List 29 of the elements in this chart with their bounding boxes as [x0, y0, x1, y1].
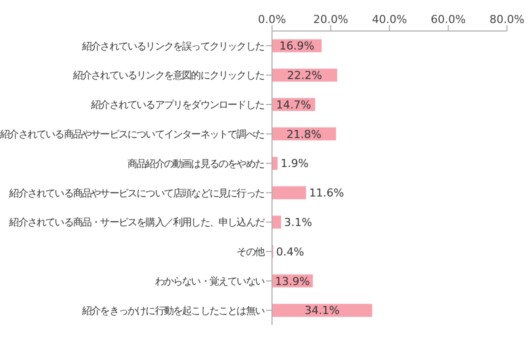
data-label: 0.4%	[276, 245, 304, 258]
y-tick-label: 紹介されている商品・サービスを購入／利用した、申し込んだ	[8, 216, 265, 229]
y-tick-label: 紹介されている商品やサービスについてインターネットで調べた	[0, 128, 265, 140]
bar	[272, 216, 282, 229]
bar	[272, 186, 306, 200]
y-tick-label: 商品紹介の動画は見るのをやめた	[127, 158, 265, 170]
y-tick-label: 紹介をきっかけに行動を起こしたことは無い	[80, 304, 265, 317]
data-label: 34.1%	[304, 304, 340, 318]
x-tick-label: 40.0%	[372, 13, 407, 26]
data-label: 14.7%	[276, 98, 312, 112]
data-label: 11.6%	[309, 186, 344, 200]
bar	[272, 304, 372, 317]
y-tick-label: 紹介されているリンクを誤ってクリックした	[80, 40, 265, 52]
data-label: 1.9%	[280, 157, 309, 170]
x-tick-label: 60.0%	[430, 13, 466, 26]
data-label: 22.2%	[287, 68, 322, 82]
x-tick-label: 0.0%	[258, 13, 286, 26]
y-tick-label: その他	[236, 246, 265, 258]
y-tick-label: 紹介されているアプリをダウンロードした	[90, 99, 265, 112]
data-label: 16.9%	[279, 40, 314, 53]
y-tick-label: 紹介されているリンクを意図的にクリックした	[72, 70, 265, 82]
bar	[272, 156, 278, 170]
x-tick-label: 80.0%	[490, 13, 524, 26]
data-label: 13.9%	[274, 274, 310, 288]
x-tick-label: 20.0%	[313, 13, 348, 26]
y-tick-label: 紹介されている商品やサービスについて店頭などに見に行った	[8, 187, 265, 200]
data-label: 3.1%	[284, 216, 312, 229]
data-label: 21.8%	[286, 128, 322, 141]
y-tick-label: わからない・覚えていない	[154, 275, 265, 288]
